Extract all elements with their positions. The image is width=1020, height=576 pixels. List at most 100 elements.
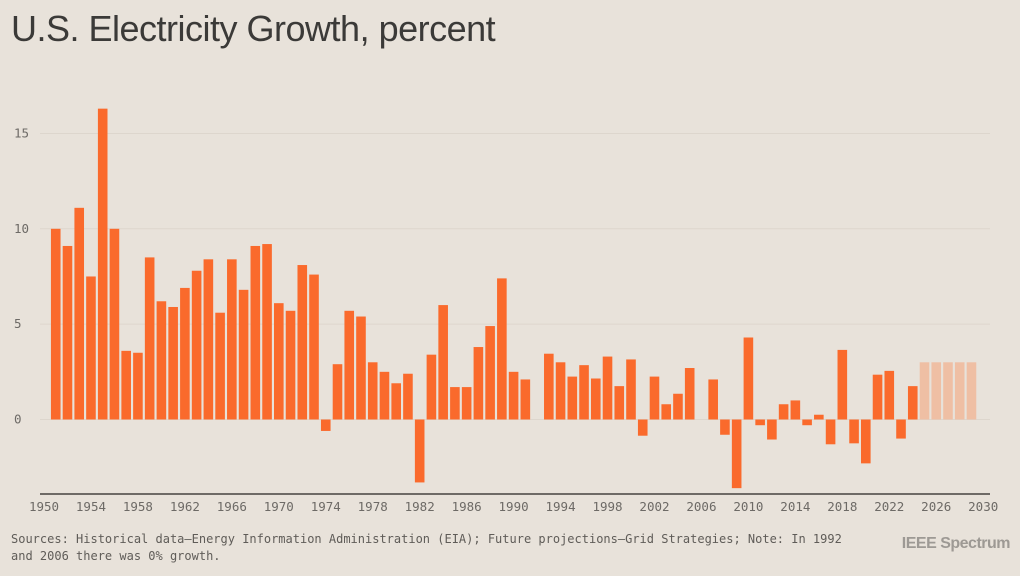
x-tick-label: 1974 <box>311 499 341 514</box>
x-tick-label: 2026 <box>921 499 951 514</box>
bar-1962 <box>180 287 190 420</box>
source-note: Sources: Historical data—Energy Informat… <box>11 531 891 565</box>
bar-1965 <box>215 312 225 420</box>
bar-1953 <box>74 207 85 420</box>
x-tick-label: 2030 <box>968 499 998 514</box>
bar-1990 <box>508 371 519 420</box>
bar-1961 <box>168 306 178 420</box>
bar-1978 <box>367 362 378 420</box>
bar-1989 <box>497 278 507 420</box>
bar-1974 <box>320 419 331 431</box>
bar-2013 <box>778 404 789 420</box>
bar-1968 <box>250 245 261 420</box>
bar-1954 <box>86 276 96 420</box>
x-tick-label: 1986 <box>452 499 482 514</box>
bar-2000 <box>626 359 636 420</box>
bar-2010 <box>743 337 754 420</box>
bar-2005 <box>684 368 695 420</box>
projection-bar-2026 <box>931 362 942 420</box>
bar-2018 <box>837 349 848 420</box>
bar-1995 <box>567 376 578 420</box>
bar-1997 <box>590 378 601 420</box>
bar-1960 <box>156 301 167 420</box>
x-tick-label: 2010 <box>733 499 763 514</box>
bar-2020 <box>861 419 871 464</box>
bar-1971 <box>285 310 296 420</box>
chart-title: U.S. Electricity Growth, percent <box>11 8 496 49</box>
bar-1993 <box>544 353 554 420</box>
ieee-spectrum-logo: IEEE Spectrum <box>901 535 1011 552</box>
x-tick-label: 1978 <box>358 499 388 514</box>
bar-1985 <box>450 387 460 420</box>
x-tick-label: 1958 <box>123 499 153 514</box>
bar-1981 <box>403 373 413 420</box>
bar-1996 <box>579 365 589 420</box>
bar-2019 <box>849 419 859 444</box>
y-tick-label: 15 <box>14 125 29 140</box>
bar-1970 <box>274 303 284 420</box>
bar-1959 <box>144 257 155 420</box>
bar-2024 <box>907 386 918 420</box>
x-tick-label: 2006 <box>686 499 716 514</box>
x-tick-label: 1954 <box>76 499 106 514</box>
bar-1994 <box>555 362 566 420</box>
bar-2008 <box>720 419 730 435</box>
y-tick-label: 0 <box>14 412 22 427</box>
source-line-2: and 2006 there was 0% growth. <box>11 549 221 563</box>
x-tick-label: 1962 <box>170 499 200 514</box>
projection-bar-2027 <box>943 362 953 420</box>
bar-1967 <box>238 289 249 420</box>
bar-1972 <box>297 265 308 420</box>
bar-1982 <box>414 419 425 483</box>
bar-1998 <box>602 356 613 420</box>
x-tick-label: 2022 <box>874 499 904 514</box>
bar-2004 <box>673 393 683 420</box>
bar-1958 <box>133 352 143 420</box>
bar-1984 <box>438 305 448 420</box>
x-tick-label: 2002 <box>639 499 669 514</box>
bar-1951 <box>50 228 61 420</box>
bar-1980 <box>391 383 401 420</box>
bar-1999 <box>614 386 625 420</box>
bar-1966 <box>227 259 237 420</box>
bar-1973 <box>309 274 319 420</box>
x-tick-label: 2018 <box>827 499 857 514</box>
bar-2007 <box>708 379 718 420</box>
bar-2001 <box>637 419 648 436</box>
bar-2009 <box>731 419 742 489</box>
y-tick-label: 10 <box>14 221 29 236</box>
bar-1955 <box>97 108 108 420</box>
bar-1987 <box>473 347 484 420</box>
bar-1983 <box>426 354 437 420</box>
bar-2014 <box>790 400 801 420</box>
x-tick-label: 1994 <box>546 499 576 514</box>
bar-1988 <box>485 326 495 420</box>
bar-1979 <box>379 371 390 420</box>
x-tick-label: 2014 <box>780 499 810 514</box>
bar-2022 <box>884 370 895 420</box>
bar-1976 <box>344 310 355 420</box>
x-tick-label: 1970 <box>264 499 294 514</box>
bar-1969 <box>262 244 272 420</box>
bar-2021 <box>872 374 883 420</box>
bar-1986 <box>461 387 472 420</box>
bar-1991 <box>520 379 531 420</box>
bar-2016 <box>814 414 824 420</box>
projection-bar-2028 <box>954 362 965 420</box>
x-tick-label: 1990 <box>499 499 529 514</box>
bar-2017 <box>825 419 836 445</box>
bar-2023 <box>896 419 906 439</box>
bar-1963 <box>191 270 202 420</box>
bar-1952 <box>62 245 73 420</box>
source-line-1: Sources: Historical data—Energy Informat… <box>11 532 842 546</box>
x-tick-label: 1998 <box>592 499 622 514</box>
bar-1977 <box>356 316 366 420</box>
bar-1964 <box>203 259 214 420</box>
bar-2011 <box>755 419 765 426</box>
bar-2012 <box>767 419 777 440</box>
bar-1956 <box>109 228 120 420</box>
bar-2003 <box>661 404 672 420</box>
bar-2002 <box>649 376 660 420</box>
y-tick-label: 5 <box>14 316 22 331</box>
